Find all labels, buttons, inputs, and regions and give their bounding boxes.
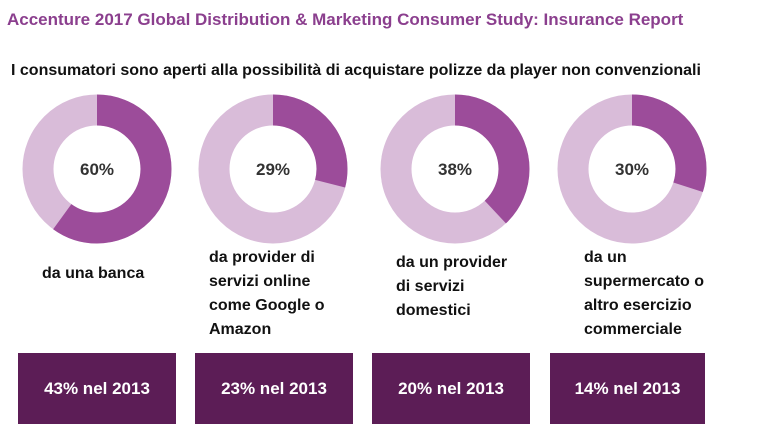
category-label-line: Amazon [209,321,272,338]
category-label-line: servizi online [209,273,311,290]
category-label-line: altro esercizio [584,297,692,314]
category-label-1: da una banca [42,262,144,286]
donut-slice-3 [380,94,530,244]
category-label-line: da un provider [396,254,508,271]
donut-value-label-1: 60% [80,160,114,179]
chart-subtitle: I consumatori sono aperti alla possibili… [11,62,701,79]
comparison-2013-box-2: 23% nel 2013 [195,353,353,424]
category-label-4: da un supermercato o altro esercizio commer… [584,246,704,342]
comparison-2013-box-1: 43% nel 2013 [18,353,176,424]
donut-value-label-2: 29% [256,160,290,179]
donut-1: 60% [22,94,172,244]
category-label-line: supermercato o [584,273,705,290]
category-label-line: da un [584,249,627,266]
category-label-line: da una banca [42,265,145,282]
category-label-3: da un provider di servizi domestici [396,251,507,323]
donut-value-label-3: 38% [438,160,472,179]
donut-slice-1 [22,94,172,244]
donut-slice-4 [557,94,707,244]
donut-value-label-4: 30% [615,160,649,179]
category-label-line: commerciale [584,321,682,338]
category-label-line: domestici [396,302,471,319]
donut-3: 38% [380,94,530,244]
comparison-2013-box-3: 20% nel 2013 [372,353,530,424]
report-title: Accenture 2017 Global Distribution & Mar… [7,10,684,29]
category-label-line: come Google o [209,297,325,314]
donut-4: 30% [557,94,707,244]
comparison-2013-box-4: 14% nel 2013 [550,353,705,424]
category-label-line: da provider di [209,249,315,266]
donut-2: 29% [198,94,348,244]
category-label-line: di servizi [396,278,465,295]
category-label-2: da provider di servizi online come Google … [209,246,325,342]
donut-slice-2 [198,94,348,244]
